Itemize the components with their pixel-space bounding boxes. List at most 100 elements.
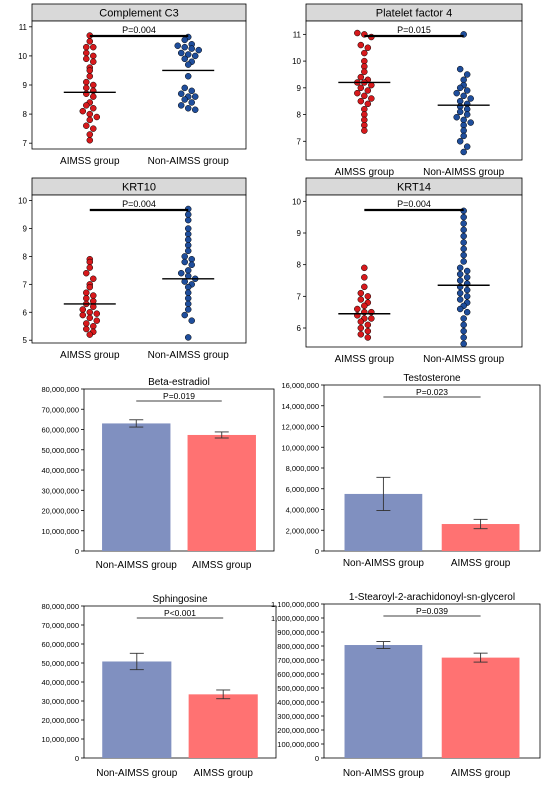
data-point — [460, 220, 467, 227]
data-point — [86, 110, 94, 118]
dotplot-panel-3: KRT10 5 6 7 8 9 10 AIMSS group Non-AIMSS group P=… — [18, 177, 247, 361]
data-point — [184, 236, 192, 243]
data-point — [86, 331, 94, 338]
data-point — [90, 292, 97, 299]
data-point — [456, 264, 464, 272]
data-point — [93, 113, 101, 121]
data-point — [460, 258, 467, 265]
x-category-label: AIMSS group — [451, 768, 511, 779]
data-point — [453, 113, 460, 121]
y-tick-label: 300,000,000 — [277, 712, 319, 721]
p-value-label: P=0.039 — [416, 606, 448, 616]
data-point — [463, 274, 471, 281]
data-point — [184, 247, 192, 255]
data-point — [460, 334, 467, 341]
x-category-label: Non-AIMSS group — [423, 167, 505, 178]
data-point — [361, 127, 368, 134]
data-point — [463, 71, 471, 78]
y-tick-label: 40,000,000 — [41, 678, 79, 687]
p-value-label: P=0.004 — [397, 199, 431, 209]
y-tick-label: 5 — [23, 336, 28, 345]
data-point — [361, 264, 368, 272]
data-point — [463, 143, 471, 150]
y-tick-label: 500,000,000 — [277, 684, 319, 693]
data-point — [456, 270, 464, 278]
y-tick-label: 0 — [75, 754, 79, 763]
data-point — [463, 286, 471, 294]
data-point — [453, 89, 460, 97]
y-tick-label: 50,000,000 — [41, 446, 79, 455]
bar — [188, 694, 258, 758]
y-tick-label: 9 — [23, 225, 28, 234]
data-point — [83, 49, 90, 57]
y-tick-label: 2,000,000 — [286, 526, 319, 535]
data-point — [191, 52, 199, 60]
data-point — [456, 296, 464, 303]
data-point — [460, 239, 467, 246]
data-point — [83, 122, 90, 129]
y-tick-label: 8,000,000 — [286, 464, 319, 473]
data-point — [195, 46, 202, 54]
y-tick-label: 10 — [292, 197, 301, 206]
data-point — [184, 289, 192, 296]
y-tick-label: 1,100,000,000 — [271, 600, 319, 609]
y-tick-label: 6,000,000 — [286, 485, 319, 494]
data-point — [460, 132, 467, 140]
y-tick-label: 70,000,000 — [41, 405, 79, 414]
data-point — [184, 334, 192, 341]
y-tick-label: 900,000,000 — [277, 628, 319, 637]
data-point — [90, 105, 97, 112]
data-point — [86, 137, 94, 144]
x-category-label: AIMSS group — [451, 558, 511, 569]
data-point — [86, 264, 94, 271]
y-tick-label: 70,000,000 — [41, 621, 79, 630]
data-point — [184, 225, 192, 232]
y-tick-label: 9 — [297, 229, 302, 238]
data-point — [181, 36, 188, 44]
y-tick-label: 8 — [23, 252, 28, 261]
data-point — [181, 258, 188, 266]
plot-area — [305, 20, 523, 161]
bar — [187, 434, 256, 551]
data-point — [456, 305, 464, 313]
y-tick-label: 8 — [297, 111, 302, 120]
x-category-label: AIMSS group — [192, 560, 252, 571]
data-point — [357, 296, 365, 303]
data-point — [93, 310, 101, 317]
data-point — [184, 211, 192, 218]
data-point — [463, 267, 471, 275]
data-point — [460, 148, 467, 156]
y-tick-label: 400,000,000 — [277, 698, 319, 707]
y-tick-label: 8 — [297, 261, 302, 270]
data-point — [357, 318, 365, 325]
data-point — [361, 92, 368, 100]
data-point — [463, 308, 471, 316]
data-point — [460, 92, 467, 100]
y-tick-label: 4,000,000 — [286, 506, 319, 515]
y-tick-label: 50,000,000 — [41, 659, 79, 668]
data-point — [460, 232, 467, 240]
data-point — [93, 317, 101, 324]
y-tick-label: 10,000,000 — [41, 735, 79, 744]
data-point — [79, 107, 87, 115]
data-point — [188, 261, 195, 269]
y-tick-label: 11 — [19, 23, 28, 32]
data-point — [460, 213, 467, 221]
y-tick-label: 200,000,000 — [277, 726, 319, 735]
y-tick-label: 10 — [18, 52, 27, 61]
data-point — [181, 311, 188, 319]
data-point — [188, 87, 195, 95]
data-point — [184, 267, 192, 274]
y-tick-label: 40,000,000 — [41, 466, 79, 475]
data-point — [184, 61, 192, 68]
data-point — [188, 45, 195, 52]
data-point — [354, 29, 361, 37]
y-tick-label: 11 — [293, 30, 302, 39]
data-point — [460, 321, 467, 329]
data-point — [357, 97, 365, 105]
plot-area — [305, 194, 523, 348]
data-point — [456, 277, 464, 284]
data-point — [368, 95, 375, 102]
data-point — [188, 317, 195, 324]
data-point — [174, 42, 181, 49]
